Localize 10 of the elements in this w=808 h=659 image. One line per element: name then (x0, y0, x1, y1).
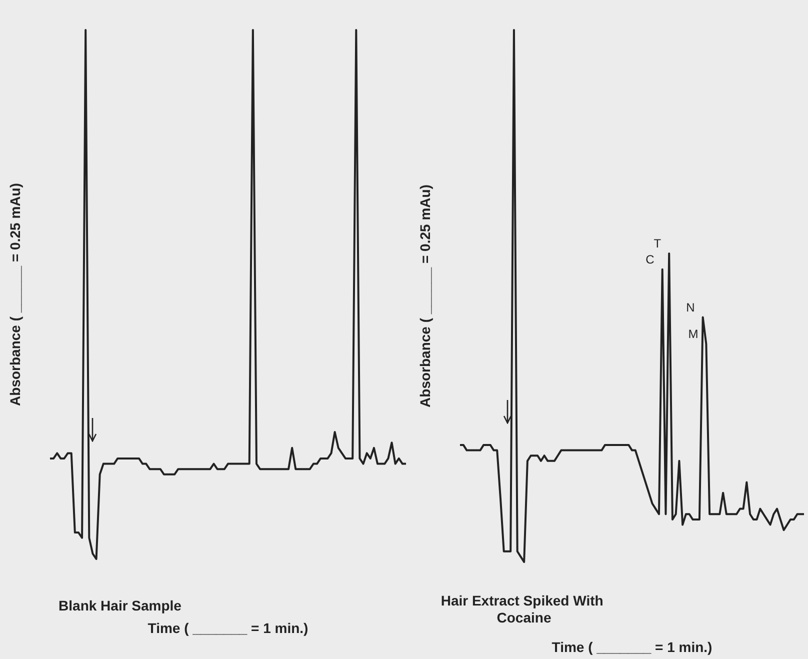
text: Blank Hair Sample (58, 598, 182, 614)
annotation: C (646, 252, 655, 266)
x-axis-title: Time ( _______ = 1 min.) (552, 639, 712, 655)
y-axis-title: Absorbance ( ______ = 0.25 mAu) (7, 183, 23, 406)
text: Hair Extract Spiked With Cocaine (440, 592, 608, 626)
annotation: T (654, 236, 662, 250)
annotation: M (688, 326, 698, 341)
annotation: N (686, 300, 695, 314)
x-axis-title: Time ( _______ = 1 min.) (148, 620, 308, 636)
y-axis-title: Absorbance ( ______ = 0.25 mAu) (417, 184, 433, 408)
